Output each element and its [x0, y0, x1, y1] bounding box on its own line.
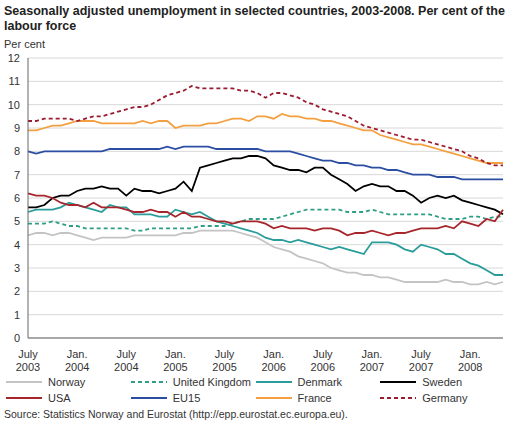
- svg-text:Jan.2008: Jan.2008: [458, 348, 482, 372]
- html-text:France: France: [297, 392, 332, 404]
- svg-text:7: 7: [14, 169, 20, 181]
- svg-text:July2003: July2003: [16, 348, 40, 372]
- html-text:United Kingdom: United Kingdom: [172, 376, 251, 388]
- svg-text:12: 12: [8, 52, 20, 64]
- html-text:Denmark: Denmark: [297, 376, 343, 388]
- svg-text:1: 1: [14, 309, 20, 321]
- svg-text:Jan.2004: Jan.2004: [65, 348, 89, 372]
- html-text:Sweden: Sweden: [422, 376, 462, 388]
- svg-text:July2004: July2004: [114, 348, 138, 372]
- html-text:Per cent: Per cent: [4, 38, 45, 50]
- svg-text:Jan.2007: Jan.2007: [360, 348, 384, 372]
- svg-text:6: 6: [14, 192, 20, 204]
- svg-text:9: 9: [14, 122, 20, 134]
- html-text:Norway: Norway: [48, 376, 86, 388]
- svg-text:2: 2: [14, 285, 20, 297]
- svg-text:July2005: July2005: [212, 348, 236, 372]
- svg-text:Jan.2006: Jan.2006: [261, 348, 285, 372]
- svg-text:10: 10: [8, 99, 20, 111]
- svg-text:4: 4: [14, 239, 20, 251]
- html-text:Source: Statistics Norway and: Source: Statistics Norway and Eurostat (…: [4, 408, 348, 420]
- html-text:EU15: EU15: [172, 392, 201, 404]
- svg-text:Jan.2005: Jan.2005: [163, 348, 187, 372]
- svg-text:8: 8: [14, 145, 20, 157]
- svg-text:July2007: July2007: [409, 348, 433, 372]
- svg-text:3: 3: [14, 262, 20, 274]
- svg-text:11: 11: [9, 75, 20, 87]
- html-text:USA: USA: [48, 392, 71, 404]
- svg-text:0: 0: [14, 332, 20, 344]
- svg-text:July2006: July2006: [311, 348, 335, 372]
- svg-text:5: 5: [14, 215, 20, 227]
- html-text:Germany: Germany: [422, 392, 468, 404]
- html-text:Seasonally adjusted unemployme: Seasonally adjusted unemployment in sele…: [4, 4, 505, 33]
